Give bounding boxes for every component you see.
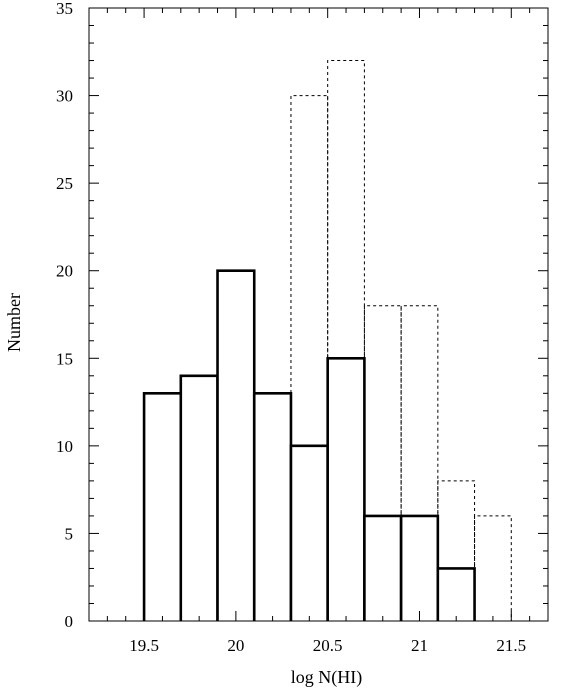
histogram-bar-dashed xyxy=(400,305,439,621)
y-tick-label: 0 xyxy=(65,612,74,631)
histogram-bar-solid xyxy=(216,269,256,621)
y-tick-label: 15 xyxy=(56,349,73,368)
x-tick-label: 21.5 xyxy=(496,636,526,655)
x-tick-label: 19.5 xyxy=(129,636,159,655)
x-tick-label: 20.5 xyxy=(313,636,343,655)
histogram-bar-solid xyxy=(142,392,183,621)
y-tick-label: 20 xyxy=(56,262,73,281)
y-tick-label: 35 xyxy=(56,0,73,18)
histogram-bar-dashed xyxy=(474,515,512,621)
y-tick-label: 25 xyxy=(56,174,73,193)
axis-ticks xyxy=(89,8,548,621)
histogram-bar-solid xyxy=(363,514,403,621)
y-tick-label: 30 xyxy=(56,87,73,106)
histogram-bar-solid xyxy=(289,444,329,621)
plot-frame xyxy=(88,7,549,622)
tick-labels: 19.5 20 20.5 21 21.5 0 5 10 15 20 25 30 35 xyxy=(56,0,526,655)
histogram-bar-solid xyxy=(179,374,219,621)
y-axis-label: Number xyxy=(4,293,24,352)
histogram-bar-solid xyxy=(326,356,366,621)
histogram-bar-dashed xyxy=(437,480,476,621)
histogram-bar-solid xyxy=(436,567,476,621)
x-axis-label: log N(HI) xyxy=(291,667,362,688)
x-tick-label: 21 xyxy=(411,636,428,655)
histogram-bar-solid xyxy=(252,392,293,621)
histogram-bar-solid xyxy=(399,514,440,621)
histogram-bar-dashed xyxy=(327,60,365,621)
y-tick-label: 10 xyxy=(56,437,73,456)
x-tick-label: 20 xyxy=(227,636,244,655)
plot-bars xyxy=(142,60,512,621)
y-tick-label: 5 xyxy=(65,524,74,543)
